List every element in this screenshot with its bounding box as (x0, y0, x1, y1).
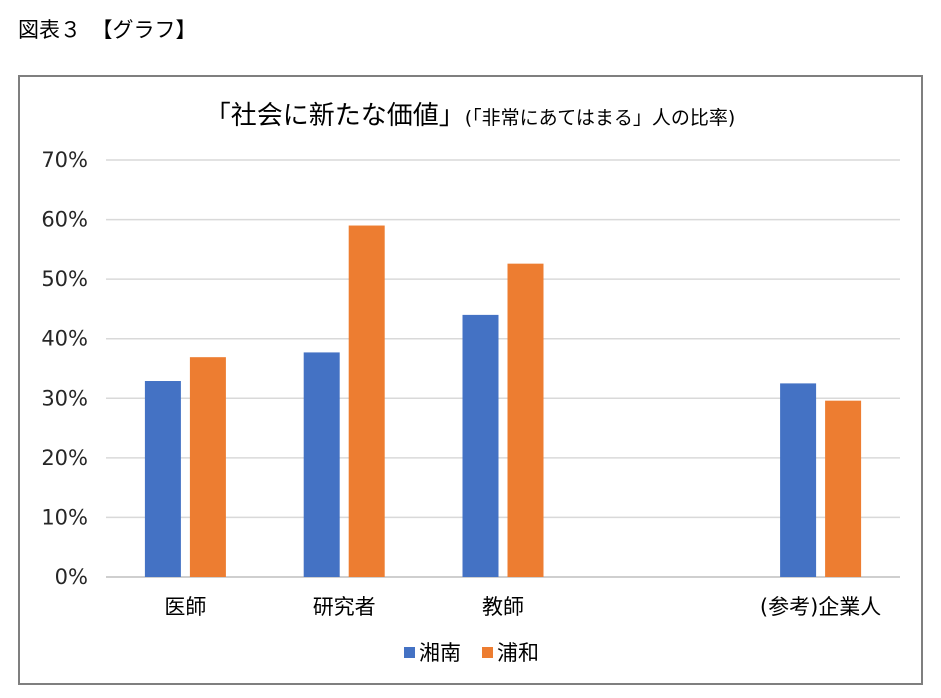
y-tick-label: 70% (41, 148, 88, 172)
x-category-label: 教師 (482, 595, 524, 619)
bars (144, 225, 862, 577)
bar-浦和 (825, 400, 862, 577)
legend-label: 浦和 (497, 641, 539, 665)
chart-title: 「社会に新たな価値」(「非常にあてはまる」人の比率) (205, 101, 736, 131)
bar-浦和 (348, 225, 385, 577)
y-tick-label: 20% (41, 446, 88, 470)
gridlines (106, 159, 900, 578)
x-category-label: 医師 (164, 595, 206, 619)
y-tick-label: 40% (41, 327, 88, 351)
chart-title-main: 「社会に新たな価値」 (205, 101, 465, 131)
legend-label: 湘南 (419, 641, 461, 665)
y-tick-label: 10% (41, 505, 88, 529)
bar-湘南 (303, 352, 340, 577)
legend: 湘南 浦和 (404, 641, 539, 665)
legend-swatch (404, 647, 415, 658)
x-axis: 医師 研究者 教師 (参考)企業人 (164, 595, 881, 619)
x-category-label: 研究者 (313, 595, 376, 619)
y-axis: 0% 10% 20% 30% 40% 50% 60% 70% (41, 148, 88, 589)
chart-frame (18, 75, 923, 685)
bar-湘南 (462, 314, 499, 577)
figure-caption: 図表３ 【グラフ】 (18, 18, 197, 42)
y-tick-label: 0% (55, 565, 88, 589)
bar-湘南 (780, 383, 817, 577)
bar-浦和 (189, 357, 226, 577)
legend-swatch (482, 647, 493, 658)
y-tick-label: 30% (41, 386, 88, 410)
bar-浦和 (507, 263, 544, 577)
x-category-label: (参考)企業人 (760, 595, 881, 619)
chart-subtitle: (「非常にあてはまる」人の比率) (465, 107, 736, 129)
bar-湘南 (144, 381, 181, 577)
y-tick-label: 60% (41, 208, 88, 232)
y-tick-label: 50% (41, 267, 88, 291)
